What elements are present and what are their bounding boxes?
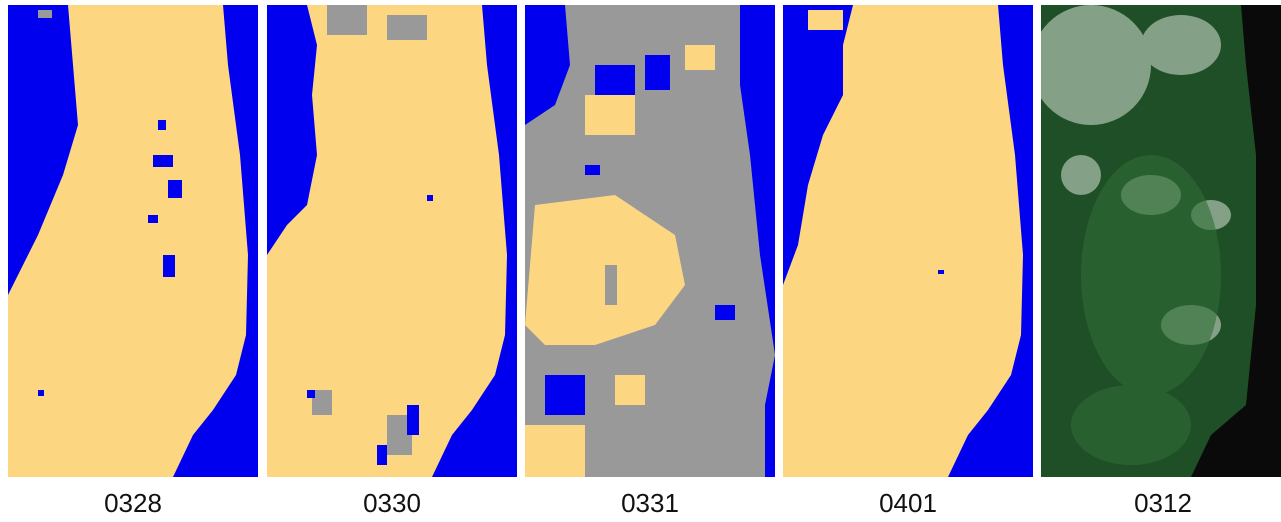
panel-label: 0328 xyxy=(104,488,162,518)
map-panel xyxy=(525,5,775,477)
panel-label: 0312 xyxy=(1134,488,1192,518)
panel-label: 0330 xyxy=(363,488,421,518)
map-panel xyxy=(267,5,517,477)
map-panel xyxy=(1031,5,1281,477)
map-panel xyxy=(783,5,1033,477)
map-panel xyxy=(8,5,258,477)
panel-label: 0331 xyxy=(621,488,679,518)
figure: 0328 0330 0331 0401 0312 xyxy=(0,0,1281,522)
panel-label: 0401 xyxy=(879,488,937,518)
